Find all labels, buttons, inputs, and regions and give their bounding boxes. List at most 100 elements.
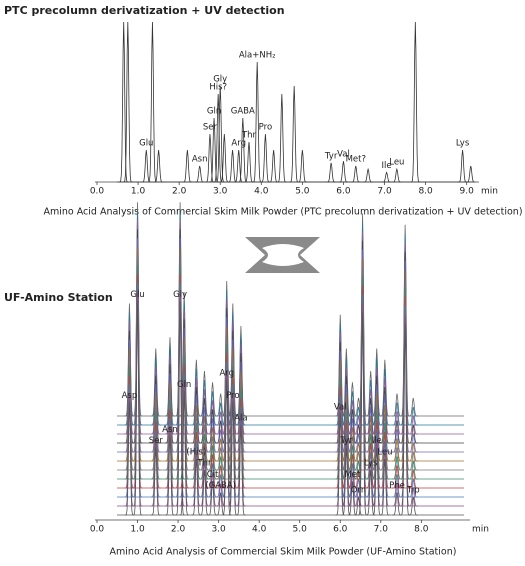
peak [215, 492, 226, 516]
peak [392, 447, 402, 471]
peak [353, 469, 364, 489]
peak [175, 292, 185, 507]
peak [408, 496, 419, 516]
peak [371, 357, 382, 426]
peak [408, 460, 419, 480]
peak [207, 454, 218, 489]
peak [179, 355, 189, 480]
peak [371, 393, 382, 462]
x-tick-label: 1.0 [131, 187, 146, 197]
peak [268, 149, 279, 183]
peak [236, 370, 246, 462]
peak [199, 460, 210, 507]
peak [191, 431, 202, 489]
peak [350, 165, 361, 183]
transition-arrow [245, 237, 320, 273]
peak [191, 449, 202, 507]
peak [410, 21, 421, 183]
peak [191, 440, 202, 498]
peak-label: (His) [186, 447, 206, 457]
peak [236, 352, 246, 444]
peak [207, 409, 218, 444]
peak [400, 233, 410, 426]
peak [465, 165, 476, 183]
peak-label: Ser [203, 123, 218, 133]
peak [124, 339, 135, 453]
peak-label: Lys [456, 139, 470, 149]
peak [380, 413, 390, 471]
peak [392, 492, 402, 516]
peak [236, 406, 246, 498]
peak [141, 149, 152, 183]
peak-label: (GABA) [205, 481, 236, 491]
x-tick-label: 7.0 [377, 187, 392, 197]
x-axis-label: min [481, 187, 498, 197]
peak [179, 373, 189, 498]
peak [244, 141, 254, 183]
peak-label: Orn [351, 486, 366, 496]
peak [297, 149, 308, 183]
peak [215, 465, 226, 489]
peak [228, 339, 238, 453]
peak [392, 393, 402, 417]
peak-label: Gly [173, 290, 187, 300]
peak [207, 400, 218, 435]
peak [400, 305, 410, 498]
peak [179, 382, 189, 507]
peak [353, 442, 364, 462]
peak [199, 379, 210, 426]
peak [207, 427, 218, 462]
peak [236, 388, 246, 480]
peak [175, 283, 185, 498]
peak [165, 355, 175, 435]
peak [392, 420, 402, 444]
peak [228, 348, 238, 462]
peak [371, 366, 382, 435]
peak [400, 269, 410, 462]
x-axis-label: min [472, 525, 489, 535]
peak [165, 409, 175, 489]
peak [191, 377, 202, 435]
peak [165, 373, 175, 453]
peak [182, 149, 193, 183]
peak [150, 429, 161, 498]
peak [207, 472, 218, 507]
peak [175, 256, 185, 471]
peak [147, 21, 158, 183]
peak [371, 429, 382, 498]
peak [260, 133, 271, 183]
peak [392, 438, 402, 462]
peak [124, 312, 135, 426]
x-tick-label: 1.0 [130, 525, 145, 535]
peak [380, 440, 390, 498]
peak [175, 274, 185, 489]
peak [353, 478, 364, 498]
peak [380, 449, 390, 507]
peak [194, 165, 205, 183]
peak [118, 21, 129, 183]
peak [132, 301, 143, 516]
peak [207, 481, 218, 516]
peak [233, 149, 244, 183]
peak [215, 456, 226, 480]
peak-label: Phe [389, 481, 405, 491]
peak [215, 429, 226, 453]
peak [215, 420, 226, 444]
peak [205, 133, 215, 183]
peak [199, 415, 210, 462]
peak-label: Thr [196, 459, 212, 469]
peak [338, 161, 349, 183]
peak-label: Pro [226, 391, 240, 401]
peak [132, 229, 143, 444]
peak [408, 487, 419, 507]
peak [132, 247, 143, 462]
peak [175, 265, 185, 480]
peak-label: Ile [372, 436, 382, 446]
peak [124, 366, 135, 480]
peak [199, 433, 210, 480]
peak [335, 413, 346, 516]
peak [179, 346, 189, 471]
peak [289, 85, 299, 183]
peak [215, 393, 226, 417]
peak [207, 436, 218, 471]
